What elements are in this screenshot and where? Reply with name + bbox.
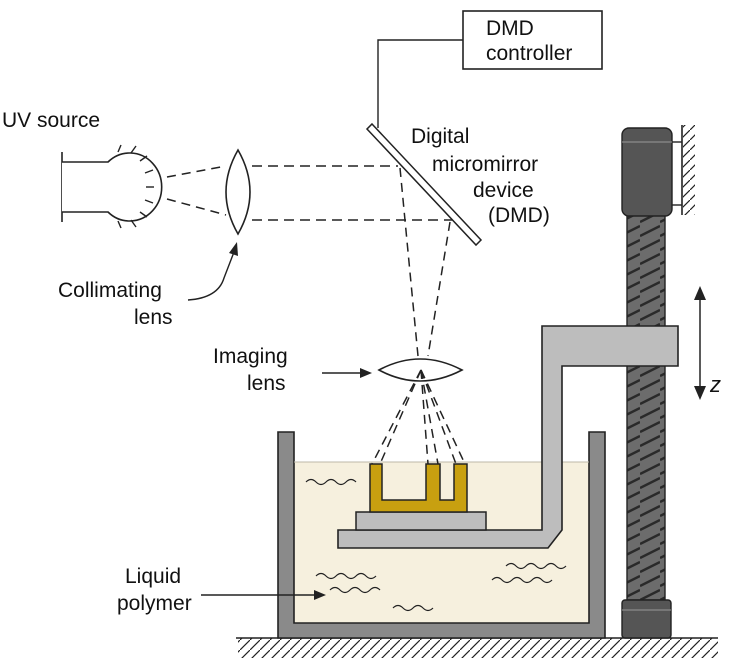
collimating-lens-pointer [187,251,235,301]
uv-source: UV source [2,109,163,229]
projected-beams [371,369,466,465]
dmd-label: Digital micromirror device (DMD) [411,125,550,227]
dmd-label-line2: micromirror [432,153,538,176]
floor [236,637,718,658]
liquid-polymer-arrowhead [314,590,326,600]
controller-wire [377,39,463,128]
printed-part [369,463,468,513]
dmd-controller-label-line2: controller [486,42,572,65]
collimating-lens-label-line1: Collimating [58,279,162,302]
dmd-controller-label-line1: DMD [486,17,534,40]
lead-screw-shaft [626,214,666,601]
build-plate [355,511,487,531]
collimated-beams [252,165,452,221]
lead-screw-top-cap [621,127,673,217]
imaging-lens-label-line1: Imaging [213,345,288,368]
collimating-lens-arrowhead [229,242,238,256]
imaging-lens-label-line2: lens [247,372,286,395]
lead-screw [621,125,695,639]
dmd-mirror [365,122,483,247]
liquid-wave-icon [305,478,567,612]
z-axis-label: z [709,372,721,397]
uv-rays-icon [117,144,154,229]
uv-source-label: UV source [2,109,100,132]
tank-wall [277,431,606,639]
dmd-label-line4: (DMD) [488,204,550,227]
imaging-lens-arrowhead [360,368,372,378]
z-axis-arrow: z [694,286,721,400]
collimating-lens [225,148,251,236]
liquid-polymer-label-line2: polymer [117,592,192,615]
liquid-polymer-label: Liquid polymer [117,565,326,615]
reflected-beams [399,167,451,357]
collimating-lens-label-line2: lens [134,306,173,329]
liquid-polymer-label-line1: Liquid [125,565,181,588]
wall-mount [672,125,695,215]
dmd-label-line3: device [473,179,534,202]
collimating-lens-label: Collimating lens [58,242,238,329]
lead-screw-bottom-block [621,599,672,639]
dmd-controller: DMD controller [462,10,603,70]
source-beams [166,165,227,216]
uv-lamp-bulb [62,152,163,222]
dmd-label-line1: Digital [411,125,469,148]
